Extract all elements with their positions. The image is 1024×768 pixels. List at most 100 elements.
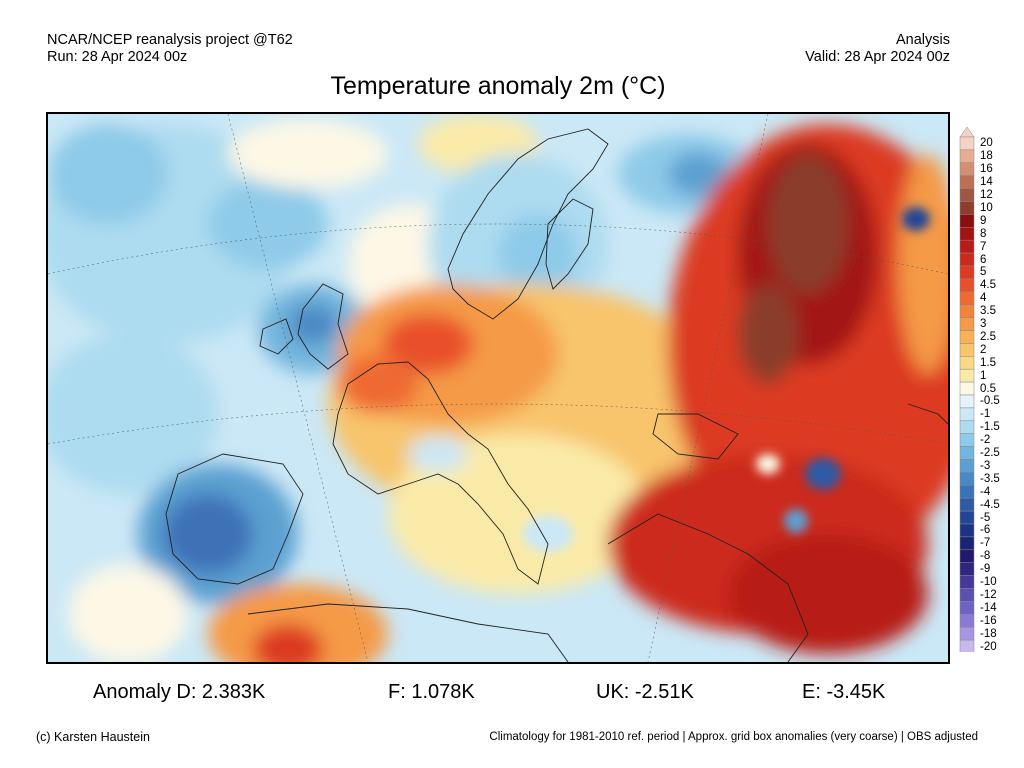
colorbar-tick-label: -1 [980, 408, 991, 421]
colorbar-swatch [959, 433, 975, 447]
colorbar-tick-label: -6 [980, 524, 991, 537]
colorbar-tick-label: 3.5 [980, 305, 996, 318]
colorbar-tick-label: -12 [980, 588, 997, 601]
colorbar-tick-label: 2 [980, 343, 987, 356]
colorbar-tick-label: 4.5 [980, 279, 996, 292]
colorbar-tick-label: -8 [980, 550, 991, 563]
colorbar-tick-label: -4 [980, 485, 991, 498]
colorbar-swatch [959, 459, 975, 473]
anomaly-field [48, 114, 948, 662]
colorbar-swatch [959, 601, 975, 615]
stat-e: E: -3.45K [802, 681, 886, 703]
colorbar-tick-label: 5 [980, 266, 987, 279]
map-title: Temperature anomaly 2m (°C) [330, 72, 666, 100]
stat-uk: UK: -2.51K [596, 681, 694, 703]
colorbar-swatch [959, 510, 975, 525]
run-label: Run: 28 Apr 2024 00z [47, 49, 188, 65]
colorbar-tick-label: -5 [980, 511, 991, 524]
colorbar-tick-label: 8 [980, 227, 987, 240]
colorbar-swatch [959, 446, 975, 460]
colorbar-swatch [959, 239, 975, 254]
colorbar-swatch [959, 575, 975, 589]
colorbar-tick-label: -20 [980, 640, 997, 653]
anomaly-regions [48, 114, 948, 662]
colorbar-swatch [959, 304, 975, 318]
colorbar-tick-label: -9 [980, 563, 991, 576]
colorbar-swatch [959, 472, 975, 486]
colorbar-tick-label: 0.5 [980, 382, 996, 395]
colorbar-swatch [959, 549, 975, 563]
colorbar-swatch [959, 162, 975, 176]
stat-d: Anomaly D: 2.383K [93, 681, 266, 703]
colorbar-tick-label: 1.5 [980, 356, 996, 369]
small-features [523, 207, 930, 552]
colorbar-swatch [959, 381, 975, 396]
header-left: NCAR/NCEP reanalysis project @T62 Run: 2… [47, 32, 293, 66]
stat-f: F: 1.078K [388, 681, 475, 703]
colorbar: 20 18 16 14 12 10 9 8 7 6 5 4.5 4 3.5 3 2.5 2 1.5 1 0.5 -0.5… [958, 127, 1024, 653]
colorbar-tick-label: 14 [980, 176, 993, 189]
colorbar-swatch [959, 330, 975, 344]
colorbar-tick-label: -4.5 [980, 498, 1000, 511]
colorbar-swatch [959, 356, 975, 370]
colorbar-swatch [959, 265, 975, 280]
colorbar-tick-label: -3.5 [980, 472, 1000, 485]
colorbar-tick-label: 16 [980, 163, 993, 176]
colorbar-tick-label: -18 [980, 627, 997, 640]
colorbar-swatch [959, 188, 975, 202]
colorbar-swatch [959, 420, 975, 434]
colorbar-tick-label: -16 [980, 614, 997, 627]
climatology-note: Climatology for 1981-2010 ref. period | … [489, 731, 978, 743]
colorbar-swatch [959, 175, 975, 189]
colorbar-tick-label: -2.5 [980, 447, 1000, 460]
colorbar-swatch [959, 614, 975, 628]
colorbar-tick-label: -1.5 [980, 421, 1000, 434]
colorbar-swatch [959, 278, 975, 293]
colorbar-swatch [959, 149, 975, 164]
header-right: Analysis Valid: 28 Apr 2024 00z [805, 32, 950, 66]
colorbar-swatch [959, 227, 975, 241]
colorbar-swatch [959, 407, 975, 422]
colorbar-tick-label: -2 [980, 434, 991, 447]
colorbar-swatch [959, 626, 975, 641]
colorbar-swatch [959, 485, 975, 499]
colorbar-tick-label: 10 [980, 201, 993, 214]
product-label: Analysis [896, 32, 950, 48]
colorbar-swatch [959, 136, 975, 151]
colorbar-tick-label: 9 [980, 214, 987, 227]
project-label: NCAR/NCEP reanalysis project @T62 [47, 32, 293, 48]
coastlines [165, 128, 948, 662]
colorbar-tick-label: 6 [980, 253, 987, 266]
colorbar-swatch [959, 252, 975, 267]
colorbar-swatches [959, 127, 975, 652]
colorbar-swatch [959, 588, 975, 602]
colorbar-swatch [959, 639, 975, 652]
colorbar-tick-label: 3 [980, 318, 987, 331]
colorbar-tick-label: 18 [980, 150, 993, 163]
anomaly-map [46, 112, 950, 664]
colorbar-tick-label: -7 [980, 537, 991, 550]
colorbar-swatch [959, 562, 975, 576]
colorbar-swatch [959, 523, 975, 538]
colorbar-tick-label: -0.5 [980, 395, 1000, 408]
colorbar-swatch [959, 317, 975, 331]
colorbar-tick-label: 4 [980, 292, 987, 305]
colorbar-swatch [959, 497, 975, 512]
colorbar-top-arrow [959, 127, 975, 138]
valid-label: Valid: 28 Apr 2024 00z [805, 49, 950, 65]
grid-lines [48, 114, 948, 662]
colorbar-swatch [959, 343, 975, 357]
colorbar-tick-label: 1 [980, 369, 987, 382]
colorbar-swatch [959, 201, 975, 215]
colorbar-tick-label: -14 [980, 601, 997, 614]
colorbar-tick-label: -10 [980, 576, 997, 589]
colorbar-swatch [959, 394, 975, 409]
colorbar-tick-label: -3 [980, 459, 991, 472]
colorbar-swatch [959, 214, 975, 228]
colorbar-tick-label: 12 [980, 189, 993, 202]
colorbar-tick-label: 7 [980, 240, 987, 253]
colorbar-swatch [959, 291, 975, 305]
credit-label: (c) Karsten Haustein [36, 730, 150, 744]
colorbar-tick-label: 2.5 [980, 330, 996, 343]
colorbar-swatch [959, 536, 975, 551]
